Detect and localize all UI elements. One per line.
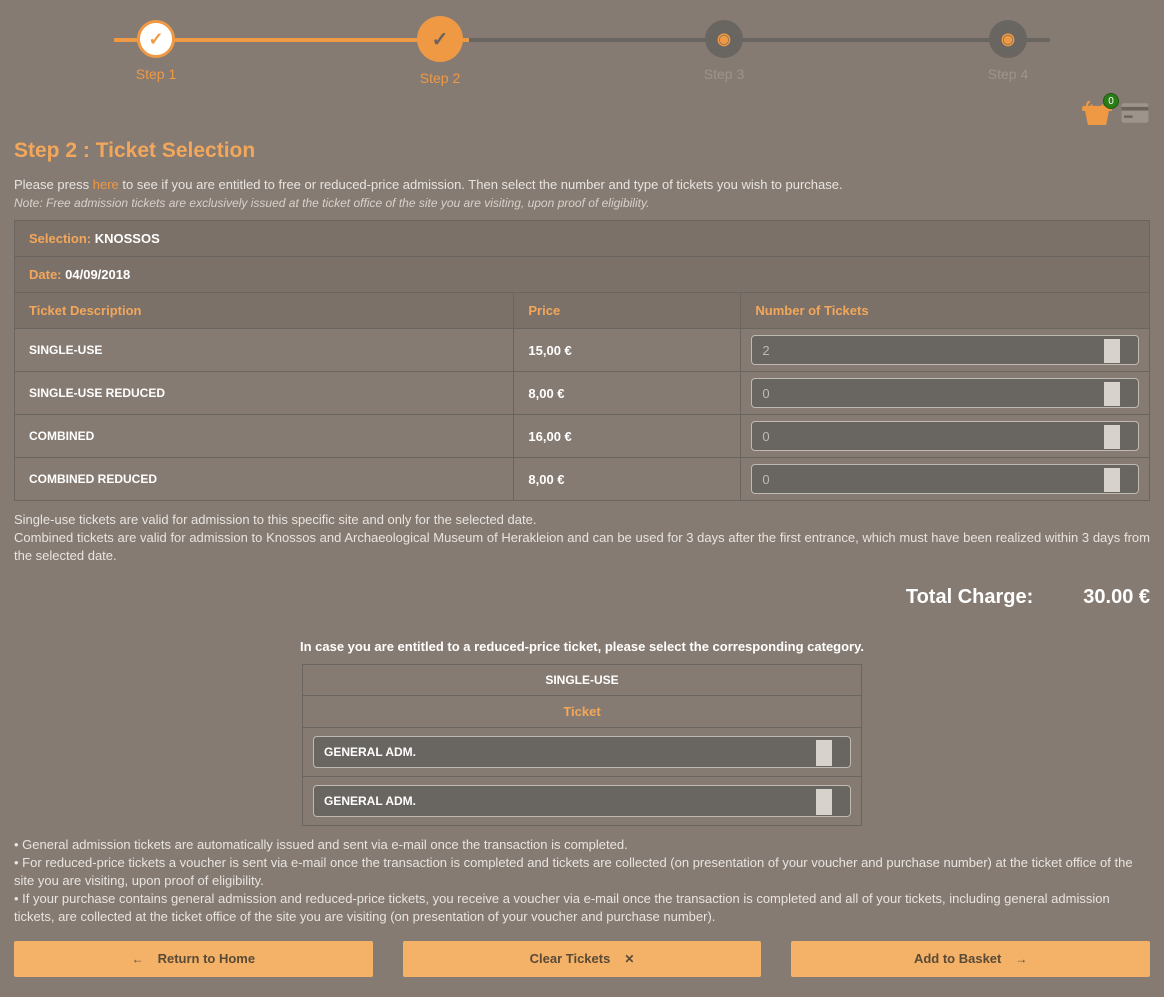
button-label: Return to Home: [158, 951, 256, 966]
button-label: Add to Basket: [914, 951, 1001, 966]
reduced-heading: In case you are entitled to a reduced-pr…: [14, 639, 1150, 654]
quantity-select[interactable]: 2: [751, 335, 1139, 365]
step-2[interactable]: ✓ Step 2: [298, 20, 582, 86]
progress-stepper: ✓ Step 1 ✓ Step 2 ◉ Step 3 ◉ Step 4: [14, 20, 1150, 100]
bullet-general: • General admission tickets are automati…: [14, 836, 1150, 854]
category-title: SINGLE-USE: [303, 664, 862, 695]
info-combined: Combined tickets are valid for admission…: [14, 529, 1150, 565]
date-value: 04/09/2018: [65, 267, 130, 282]
step-4: ◉ Step 4: [866, 20, 1150, 86]
quantity-select[interactable]: 0: [751, 421, 1139, 451]
quantity-select[interactable]: 0: [751, 378, 1139, 408]
close-icon: ✕: [624, 952, 634, 966]
ticket-price: 15,00 €: [514, 329, 741, 372]
category-table: SINGLE-USE Ticket GENERAL ADM. GENERAL A…: [302, 664, 862, 826]
target-icon: ◉: [705, 20, 743, 58]
intro-note: Note: Free admission tickets are exclusi…: [14, 196, 1150, 210]
ticket-desc: SINGLE-USE: [15, 329, 514, 372]
category-sub: Ticket: [303, 695, 862, 727]
check-icon: ✓: [417, 16, 463, 62]
ticket-desc: COMBINED: [15, 415, 514, 458]
step-3: ◉ Step 3: [582, 20, 866, 86]
selection-value: KNOSSOS: [95, 231, 160, 246]
total-value: 30.00 €: [1083, 586, 1150, 609]
basket-icon[interactable]: 0: [1080, 98, 1114, 131]
ticket-table: Selection: KNOSSOS Date: 04/09/2018 Tick…: [14, 220, 1150, 501]
cart-count-badge: 0: [1103, 93, 1119, 109]
info-single-use: Single-use tickets are valid for admissi…: [14, 511, 1150, 529]
quantity-select[interactable]: 0: [751, 464, 1139, 494]
clear-tickets-button[interactable]: Clear Tickets ✕: [403, 941, 762, 977]
ticket-desc: SINGLE-USE REDUCED: [15, 372, 514, 415]
intro-after: to see if you are entitled to free or re…: [119, 177, 843, 192]
col-description: Ticket Description: [15, 293, 514, 329]
target-icon: ◉: [989, 20, 1027, 58]
ticket-price: 8,00 €: [514, 372, 741, 415]
ticket-price: 16,00 €: [514, 415, 741, 458]
category-select[interactable]: GENERAL ADM.: [313, 785, 851, 817]
total-label: Total Charge:: [906, 586, 1033, 609]
step-label: Step 1: [136, 66, 176, 82]
table-row: COMBINED 16,00 € 0: [15, 415, 1150, 458]
step-label: Step 4: [988, 66, 1028, 82]
bullet-mixed: • If your purchase contains general admi…: [14, 890, 1150, 926]
col-price: Price: [514, 293, 741, 329]
button-label: Clear Tickets: [530, 951, 611, 966]
credit-card-icon[interactable]: [1120, 102, 1150, 127]
table-row: COMBINED REDUCED 8,00 € 0: [15, 458, 1150, 501]
bullet-reduced: • For reduced-price tickets a voucher is…: [14, 854, 1150, 890]
check-icon: ✓: [137, 20, 175, 58]
step-1[interactable]: ✓ Step 1: [14, 20, 298, 86]
intro-text: Please press here to see if you are enti…: [14, 177, 1150, 192]
ticket-desc: COMBINED REDUCED: [15, 458, 514, 501]
col-quantity: Number of Tickets: [741, 293, 1150, 329]
add-to-basket-button[interactable]: Add to Basket →: [791, 941, 1150, 977]
step-label: Step 2: [420, 70, 460, 86]
step-label: Step 3: [704, 66, 744, 82]
return-home-button[interactable]: ← Return to Home: [14, 941, 373, 977]
selection-label: Selection:: [29, 231, 91, 246]
arrow-right-icon: →: [1015, 952, 1027, 966]
ticket-price: 8,00 €: [514, 458, 741, 501]
table-row: SINGLE-USE REDUCED 8,00 € 0: [15, 372, 1150, 415]
date-label: Date:: [29, 267, 62, 282]
category-select[interactable]: GENERAL ADM.: [313, 736, 851, 768]
table-row: SINGLE-USE 15,00 € 2: [15, 329, 1150, 372]
page-title: Step 2 : Ticket Selection: [14, 139, 1150, 163]
intro-before: Please press: [14, 177, 93, 192]
arrow-left-icon: ←: [132, 952, 144, 966]
eligibility-link[interactable]: here: [93, 177, 119, 192]
